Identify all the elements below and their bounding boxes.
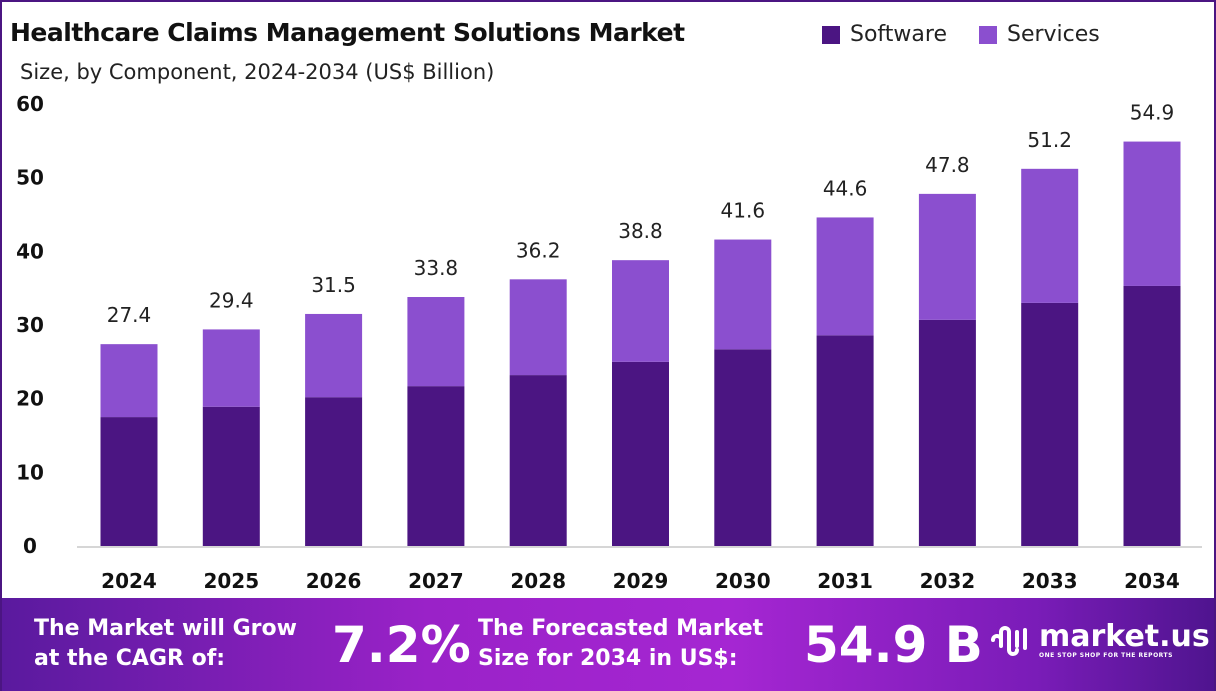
logo-tagline: ONE STOP SHOP FOR THE REPORTS: [1039, 651, 1173, 659]
data-label-total: 54.9: [1130, 101, 1175, 125]
bar-software-2025: [202, 406, 260, 546]
data-label-total: 38.8: [618, 219, 663, 243]
bar-software-2028: [509, 375, 567, 546]
forecast-label: The Forecasted Market Size for 2034 in U…: [478, 614, 763, 674]
cagr-value: 7.2%: [332, 616, 471, 674]
bar-services-2029: [612, 260, 669, 362]
x-tick-label: 2025: [203, 569, 259, 593]
bar-services-2034: [1123, 141, 1181, 286]
bar-services-2025: [202, 329, 260, 407]
bar-chart: 010203040506027.4202429.4202531.5202633.…: [16, 92, 1202, 593]
bar-software-2027: [407, 386, 465, 546]
x-tick-label: 2026: [306, 569, 362, 593]
logo-icon: [991, 626, 1027, 656]
legend: Software Services: [822, 22, 1100, 47]
data-label-total: 47.8: [925, 153, 970, 177]
x-tick-label: 2032: [920, 569, 976, 593]
x-tick-label: 2027: [408, 569, 464, 593]
cagr-label: The Market will Grow at the CAGR of:: [34, 614, 297, 674]
data-label-total: 41.6: [721, 199, 766, 223]
y-tick-label: 60: [16, 92, 44, 116]
bar-software-2026: [305, 397, 363, 546]
bar-software-2033: [1021, 302, 1079, 546]
bar-services-2031: [816, 217, 874, 336]
bar-software-2024: [100, 417, 158, 546]
y-tick-label: 30: [16, 313, 44, 337]
x-tick-label: 2033: [1022, 569, 1078, 593]
cagr-label-line1: The Market will Grow: [34, 616, 297, 641]
y-tick-label: 0: [23, 534, 37, 558]
legend-swatch-software: [822, 25, 840, 44]
legend-swatch-services: [978, 25, 997, 44]
x-tick-label: 2029: [613, 569, 669, 593]
y-tick-label: 20: [16, 387, 44, 411]
bar-software-2029: [612, 361, 669, 546]
x-tick-label: 2028: [510, 569, 566, 593]
y-tick-label: 10: [16, 460, 44, 484]
bar-services-2030: [714, 239, 772, 350]
bar-services-2033: [1021, 168, 1079, 303]
x-tick-label: 2031: [817, 569, 873, 593]
legend-item-services: Services: [978, 22, 1100, 47]
forecast-label-line1: The Forecasted Market: [478, 616, 764, 641]
data-label-total: 33.8: [414, 256, 459, 280]
data-label-total: 44.6: [823, 176, 868, 200]
x-tick-label: 2030: [715, 569, 771, 593]
y-tick-label: 50: [16, 166, 44, 190]
bar-services-2024: [100, 344, 158, 418]
y-tick-label: 40: [16, 239, 44, 263]
data-label-total: 36.2: [516, 238, 561, 262]
bar-services-2026: [305, 313, 363, 398]
x-tick-label: 2024: [101, 569, 157, 593]
bar-software-2031: [816, 335, 874, 546]
legend-label: Services: [1006, 22, 1100, 47]
bar-software-2034: [1123, 285, 1181, 546]
legend-label: Software: [850, 22, 947, 47]
data-label-total: 51.2: [1027, 128, 1072, 152]
cagr-label-line2: at the CAGR of:: [34, 646, 226, 671]
data-label-total: 29.4: [209, 288, 254, 312]
chart-title: Healthcare Claims Management Solutions M…: [10, 18, 685, 47]
legend-item-software: Software: [822, 22, 947, 47]
data-label-total: 31.5: [311, 273, 356, 297]
forecast-value: 54.9 B: [804, 616, 983, 674]
bar-services-2032: [918, 193, 976, 320]
logo-name: market.us: [1039, 618, 1210, 654]
bar-services-2027: [407, 297, 465, 387]
data-label-total: 27.4: [107, 303, 152, 327]
forecast-label-line2: Size for 2034 in US$:: [478, 646, 738, 671]
footer-banner: The Market will Grow at the CAGR of: 7.2…: [2, 598, 1214, 691]
x-tick-label: 2034: [1124, 569, 1180, 593]
chart-subtitle: Size, by Component, 2024-2034 (US$ Billi…: [20, 60, 495, 84]
bar-software-2030: [714, 349, 772, 546]
bar-services-2028: [509, 279, 567, 376]
bar-software-2032: [918, 319, 976, 546]
market-us-logo: market.us ONE STOP SHOP FOR THE REPORTS: [987, 618, 1210, 662]
